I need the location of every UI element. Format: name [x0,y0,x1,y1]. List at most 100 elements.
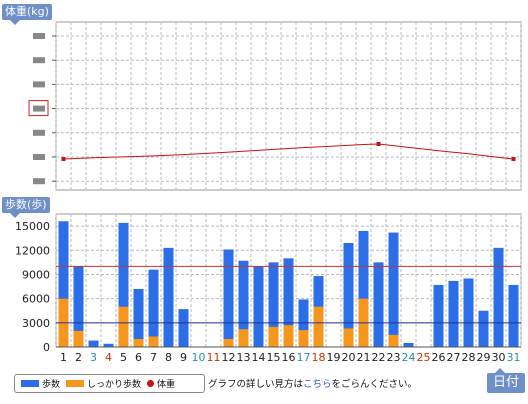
steps-bar [493,247,504,347]
day-tick-label: 26 [432,351,446,364]
firm-steps-swatch-icon [66,380,85,387]
day-tick-label: 14 [252,351,266,364]
weight-tick-label-mark [33,154,45,160]
steps-bar [238,260,249,347]
steps-bar [163,247,174,347]
day-tick-label: 30 [492,351,506,364]
day-tick-label: 25 [417,351,431,364]
day-tick-label: 31 [507,351,521,364]
weight-point [61,156,66,161]
day-tick-label: 3 [90,351,97,364]
day-tick-label: 9 [180,351,187,364]
weight-series-line [63,143,514,160]
day-tick-label: 10 [192,351,206,364]
firm-steps-bar [118,306,129,347]
legend-weight-label: 体重 [157,380,176,390]
day-tick-label: 29 [477,351,491,364]
steps-bar [148,269,159,347]
weight-tick-label-mark [33,105,45,112]
weight-tick-label-mark [33,178,45,185]
day-tick-label: 24 [402,351,416,364]
legend-firm-steps-label: しっかり歩数 [87,380,142,390]
weight-point [511,156,516,161]
guide-text-before: グラフの詳しい見方は [208,379,304,390]
firm-steps-bar [133,338,144,347]
guide-text: グラフの詳しい見方はこちらをごらんください。 [208,376,417,390]
weight-plot-frame [55,21,522,191]
firm-steps-bar [238,329,249,347]
firm-steps-bar [313,306,324,347]
firm-steps-bar [298,330,309,347]
steps-bar [478,310,489,347]
day-tick-label: 20 [342,351,356,364]
steps-axis-label: 歩数(歩) [2,197,50,218]
steps-bar [223,249,234,347]
weight-tick-label-mark [33,81,45,88]
day-tick-label: 22 [372,351,386,364]
steps-bar [373,262,384,347]
steps-bar [118,222,129,347]
steps-tick-label: 12000 [15,244,50,257]
steps-bar [88,340,99,347]
steps-swatch-icon [21,380,39,387]
chart-legend: 歩数 しっかり歩数 体重 [14,374,205,393]
day-tick-label: 16 [282,351,296,364]
day-tick-label: 18 [312,351,326,364]
steps-tick-label: 15000 [15,220,50,233]
firm-steps-bar [223,338,234,347]
weight-tick-label-mark [33,57,45,64]
steps-bar [73,266,84,347]
day-tick-label: 1 [60,351,67,364]
steps-bar [343,243,354,347]
firm-steps-bar [283,325,294,347]
steps-bar [508,284,519,347]
legend-steps-label: 歩数 [42,380,61,390]
day-tick-label: 15 [267,351,281,364]
weight-axis-label: 体重(kg) [2,4,52,25]
day-axis-label: 日付 [487,368,526,393]
steps-bar [268,262,279,347]
steps-bar [178,309,189,347]
steps-bar [388,232,399,347]
steps-bar [283,258,294,347]
guide-text-after: をごらんください。 [331,379,418,390]
steps-tick-label: 9000 [22,268,50,281]
day-tick-label: 12 [222,351,236,364]
steps-bar [133,288,144,347]
steps-bar [433,284,444,347]
day-tick-label: 11 [207,351,221,364]
firm-steps-bar [388,334,399,347]
day-tick-label: 5 [120,351,127,364]
steps-bar [463,278,474,347]
day-tick-label: 7 [150,351,157,364]
weight-tick-highlight [28,100,49,117]
legend-weight: 体重 [147,377,175,390]
firm-steps-bar [343,328,354,347]
steps-bar [103,343,114,347]
steps-bar [253,266,264,347]
steps-bar [358,230,369,347]
steps-tick-label: 3000 [22,317,50,330]
day-tick-label: 2 [75,351,82,364]
guide-link[interactable]: こちら [303,379,332,390]
day-tick-label: 13 [237,351,251,364]
weight-point [376,141,381,146]
day-tick-label: 27 [447,351,461,364]
steps-bar [403,342,414,347]
steps-bar [448,280,459,347]
day-tick-label: 4 [105,351,112,364]
steps-tick-label: 6000 [22,293,50,306]
firm-steps-bar [148,336,159,347]
day-tick-label: 17 [297,351,311,364]
firm-steps-bar [268,326,279,347]
day-tick-label: 23 [387,351,401,364]
weight-tick-label-mark [33,129,45,136]
day-tick-label: 28 [462,351,476,364]
firm-steps-bar [73,330,84,347]
day-tick-label: 21 [357,351,371,364]
day-tick-label: 19 [327,351,341,364]
legend-firm-steps: しっかり歩数 [66,377,141,390]
day-tick-label: 8 [165,351,172,364]
